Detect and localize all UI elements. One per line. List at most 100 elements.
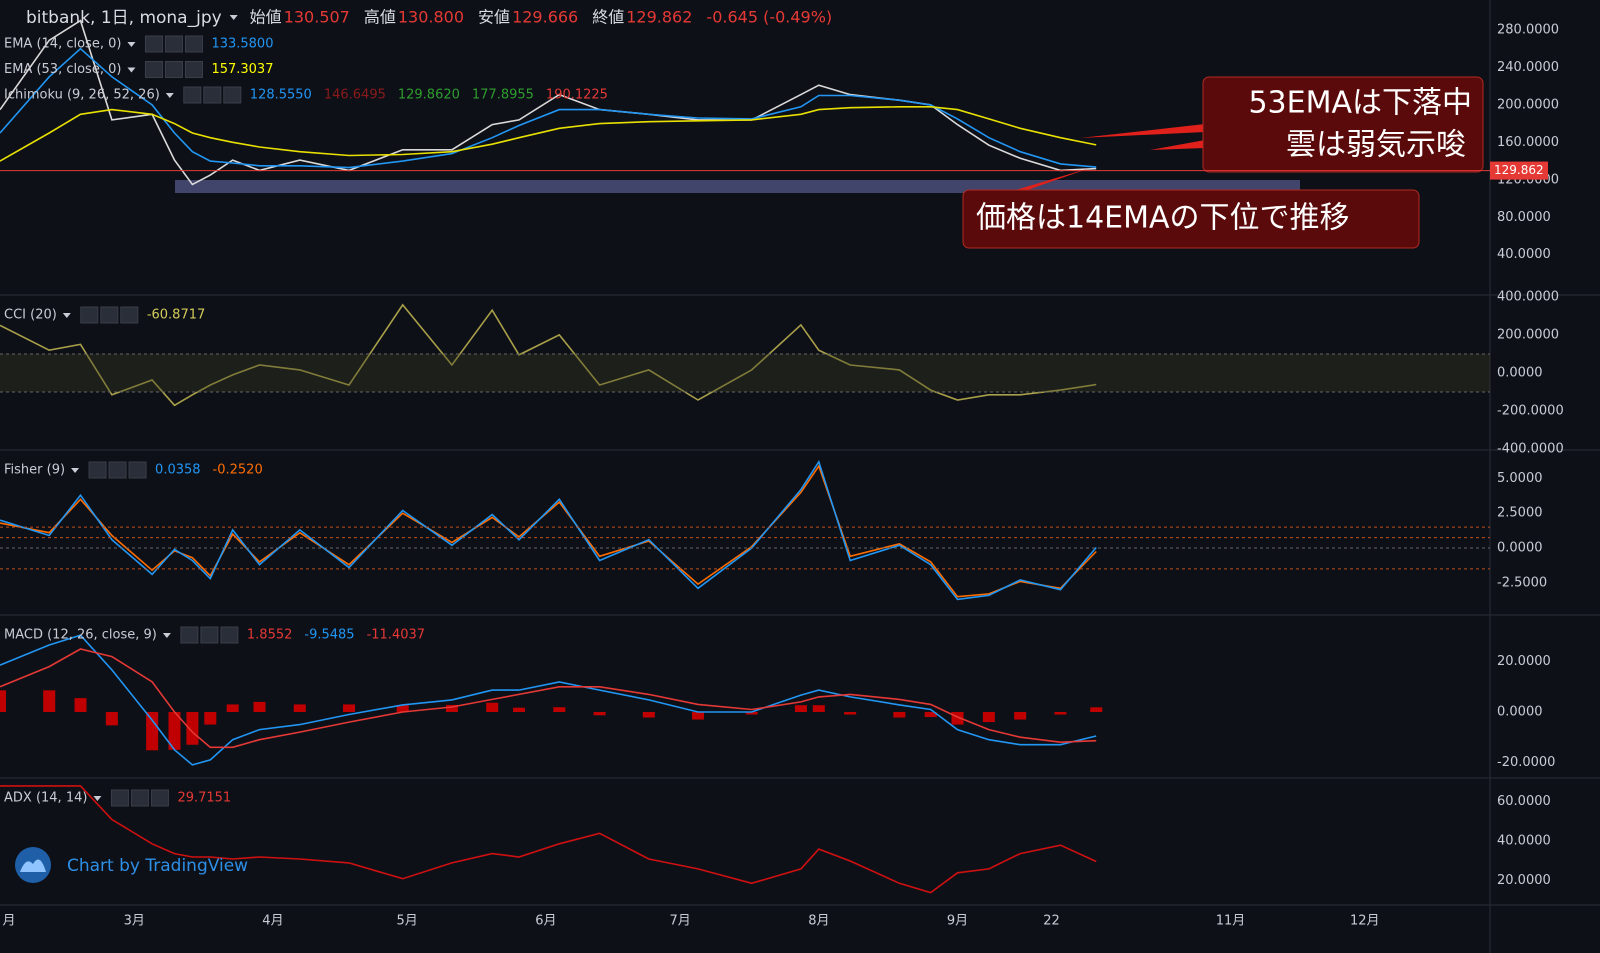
dropdown-icon xyxy=(62,313,71,318)
y-tick-label: 200.0000 xyxy=(1497,327,1559,342)
histogram-bar xyxy=(593,711,606,716)
x-tick-label: 12月 xyxy=(1350,914,1380,929)
histogram-bar xyxy=(812,705,825,712)
y-tick-label: 60.0000 xyxy=(1497,794,1551,809)
histogram-bar xyxy=(513,707,526,712)
x-tick-label: 22 xyxy=(1043,914,1060,929)
indicator-button xyxy=(203,86,222,104)
annotation: 価格は14EMAの下位で推移 xyxy=(976,201,1350,236)
annotation-box xyxy=(962,189,1420,249)
indicator-value: 190.1225 xyxy=(546,88,608,103)
y-tick-label: 20.0000 xyxy=(1497,654,1551,669)
ohlc-label: 安値 xyxy=(478,8,510,27)
histogram-bar xyxy=(253,701,266,712)
y-tick-label: 240.0000 xyxy=(1497,60,1559,75)
y-tick-label: -400.0000 xyxy=(1497,442,1564,457)
annotation-box xyxy=(1202,76,1484,173)
y-tick-label: 0.0000 xyxy=(1497,540,1543,555)
indicator-button xyxy=(100,306,119,324)
y-tick-label: 2.5000 xyxy=(1497,506,1543,521)
y-tick-label: 0.0000 xyxy=(1497,704,1543,719)
dropdown-icon xyxy=(165,93,174,98)
histogram-bar xyxy=(486,702,499,712)
ohlc-label: 終値 xyxy=(592,8,624,27)
logo-shape xyxy=(20,859,46,872)
indicator-button xyxy=(130,789,149,807)
indicator-button xyxy=(200,626,219,644)
dropdown-icon xyxy=(93,796,102,801)
x-tick-label: 6月 xyxy=(535,914,556,929)
indicator-name: CCI (20) xyxy=(4,308,57,323)
change: -0.645 (-0.49%) xyxy=(706,8,832,27)
indicator-value: 177.8955 xyxy=(472,88,534,103)
y-tick-label: -200.0000 xyxy=(1497,404,1564,419)
dropdown-icon xyxy=(229,15,238,20)
indicator-name: EMA (53, close, 0) xyxy=(4,62,121,77)
y-tick-label: 80.0000 xyxy=(1497,210,1551,225)
series-line xyxy=(0,303,1097,407)
histogram-bar xyxy=(844,711,857,715)
histogram-bar xyxy=(146,711,159,751)
x-tick-label: 7月 xyxy=(669,914,690,929)
x-tick-label: 11月 xyxy=(1216,914,1246,929)
indicator-button xyxy=(144,61,163,78)
histogram-bar xyxy=(74,698,87,712)
series-line xyxy=(0,459,1097,601)
series-line xyxy=(0,47,1097,169)
indicator-button xyxy=(223,86,242,104)
indicator-button xyxy=(183,86,202,104)
series-line xyxy=(0,648,1097,749)
histogram-bar xyxy=(1054,711,1067,715)
indicator-button xyxy=(128,461,147,479)
x-tick-label: 4月 xyxy=(262,914,283,929)
histogram-bar xyxy=(343,704,356,712)
arrow xyxy=(1150,140,1205,150)
last-price-badge xyxy=(1490,161,1548,180)
y-tick-label: 40.0000 xyxy=(1497,834,1551,849)
indicator-button xyxy=(88,461,107,479)
x-tick-label: 月 xyxy=(2,914,15,929)
indicator-button xyxy=(164,35,183,53)
y-tick-label: 5.0000 xyxy=(1497,471,1543,486)
y-tick-label: 0.0000 xyxy=(1497,365,1543,380)
histogram-bar xyxy=(445,704,458,712)
watermark[interactable]: Chart by TradingView xyxy=(67,856,248,876)
histogram-bar xyxy=(553,707,566,712)
indicator-button xyxy=(110,789,129,807)
dropdown-icon xyxy=(162,633,171,638)
y-tick-label: -20.0000 xyxy=(1497,755,1555,770)
indicator-name: Fisher (9) xyxy=(4,463,65,478)
indicator-value: 129.8620 xyxy=(398,88,460,103)
annotation: 雲は弱気示唆 xyxy=(1286,128,1466,163)
y-tick-label: 20.0000 xyxy=(1497,873,1551,888)
indicator-value: 0.0358 xyxy=(155,463,201,478)
ohlc-value: 130.507 xyxy=(284,8,350,27)
indicator-value: 1.8552 xyxy=(247,628,293,643)
x-tick-label: 5月 xyxy=(397,914,418,929)
histogram-bar xyxy=(1014,711,1027,720)
symbol-title[interactable]: bitbank, 1日, mona_jpy xyxy=(26,8,222,28)
series-line xyxy=(0,106,1097,162)
indicator-button xyxy=(184,61,203,78)
indicator-name: Ichimoku (9, 26, 52, 26) xyxy=(4,88,160,103)
indicator-value: 157.3037 xyxy=(211,62,273,77)
indicator-value: -60.8717 xyxy=(147,308,205,323)
indicator-button xyxy=(150,789,169,807)
indicator-value: 29.7151 xyxy=(177,791,231,806)
histogram-bar xyxy=(293,704,306,712)
indicator-button xyxy=(144,35,163,53)
x-tick-label: 8月 xyxy=(808,914,829,929)
series-line xyxy=(0,464,1097,598)
indicator-value: -0.2520 xyxy=(213,463,263,478)
dropdown-icon xyxy=(127,67,136,73)
indicator-name: MACD (12, 26, close, 9) xyxy=(4,628,157,643)
cci-band xyxy=(0,353,1490,392)
plots xyxy=(0,19,1103,894)
indicator-value: -11.4037 xyxy=(367,628,425,643)
dropdown-icon xyxy=(71,468,80,473)
histogram-bar xyxy=(794,705,807,712)
histogram-bar xyxy=(186,711,199,745)
indicator-value: -9.5485 xyxy=(304,628,354,643)
indicator-value: 128.5550 xyxy=(250,88,312,103)
y-tick-label: -2.5000 xyxy=(1497,575,1547,590)
